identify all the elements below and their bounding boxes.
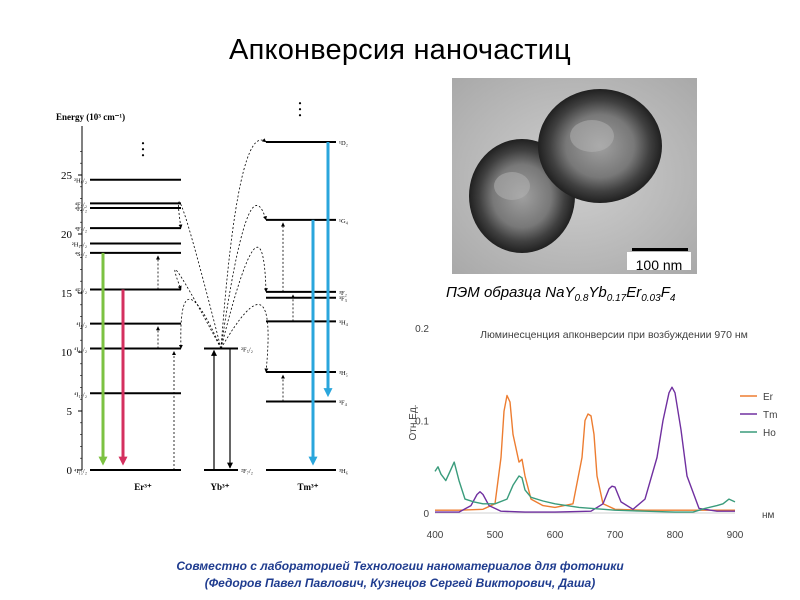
energy-tick-label: 5 xyxy=(67,406,73,418)
x-tick-label: 500 xyxy=(487,530,504,541)
energy-level-label: ³F₄ xyxy=(339,400,348,407)
legend-label: Er xyxy=(763,392,774,403)
energy-level-label: ³F₃ xyxy=(339,296,347,303)
chart-series xyxy=(434,386,736,513)
footer-credits: Совместно с лабораторией Технологии нано… xyxy=(0,558,800,592)
energy-transfer-arrow xyxy=(220,304,269,373)
y-tick-label: 0 xyxy=(423,509,429,520)
energy-level-label: ⁴F₉/₂ xyxy=(75,287,87,294)
x-tick-label: 400 xyxy=(427,530,444,541)
legend-label: Ho xyxy=(763,428,776,439)
energy-tick-label: 15 xyxy=(61,288,73,300)
energy-axis-title: Energy (10³ cm⁻¹) xyxy=(56,112,125,122)
energy-level-label: ⁴I₉/₂ xyxy=(76,322,87,329)
chart-legend: Er Tm Ho xyxy=(740,392,777,439)
energy-transfer-arrow xyxy=(174,269,222,349)
energy-tick-label: 10 xyxy=(61,347,73,359)
caption-f: F xyxy=(660,284,670,301)
energy-level-label: ³F₂ xyxy=(339,290,347,297)
tem-scale-bar-label: 100 nm xyxy=(635,257,683,273)
more-levels-dot xyxy=(141,148,145,151)
energy-transfer-arrow xyxy=(220,138,267,349)
energy-level-label: ⁴I₁₁/₂ xyxy=(74,346,87,353)
chart-title: Люминесценция апконверсии при возбуждени… xyxy=(480,329,748,341)
slide-title: Апконверсия наночастиц xyxy=(229,34,571,66)
caption-yb: Yb xyxy=(588,284,607,301)
caption-er: Er xyxy=(626,284,642,301)
energy-tick-label: 20 xyxy=(61,229,73,241)
more-levels-dot xyxy=(298,102,302,105)
x-tick-label: 600 xyxy=(547,530,564,541)
energy-level-diagram: Energy (10³ cm⁻¹) 0 5 10 15 20 25 ⁴I₁₅/₂ ⁴I₁₃/₂… xyxy=(56,102,348,492)
x-tick-label: 700 xyxy=(607,530,624,541)
energy-level-label: ⁴F₅/₂ xyxy=(75,206,87,213)
energy-transfer-arrow xyxy=(178,201,222,349)
y-tick-label: 0.1 xyxy=(415,417,429,428)
energy-level-label: ³H₄ xyxy=(339,319,348,326)
ion-label: Tm³⁺ xyxy=(298,482,319,492)
energy-level-label: ²H₉/₂ xyxy=(74,178,87,185)
energy-level-label: ²H₁₁/₂ xyxy=(72,241,87,248)
chart-axes: 400 500 600 700 800 900 0 0.1 0.2 xyxy=(415,324,744,541)
energy-levels: ⁴I₁₅/₂ ⁴I₁₃/₂ ⁴I₁₁/₂ ⁴I₉/₂ ⁴F₉/₂ ⁴S₃/₂ ²H₁₁/₂ ⁴… xyxy=(72,102,348,492)
x-axis-label: нм xyxy=(762,510,775,521)
x-tick-label: 800 xyxy=(667,530,684,541)
luminescence-chart: Люминесценция апконверсии при возбуждени… xyxy=(408,324,777,541)
energy-tick-label: 25 xyxy=(61,170,73,182)
footer-line-2: (Федоров Павел Павлович, Кузнецов Сергей… xyxy=(204,576,596,590)
energy-level-label: ²F₅/₂ xyxy=(241,346,253,353)
series-line-ho xyxy=(434,461,736,513)
caption-sub-f: 4 xyxy=(669,293,676,304)
caption-sub-y: 0.8 xyxy=(574,293,589,304)
energy-level-label: ⁴I₁₅/₂ xyxy=(74,468,87,475)
x-tick-label: 900 xyxy=(727,530,744,541)
y-axis-label: Отн.Ед. xyxy=(408,405,419,441)
more-levels-dot xyxy=(141,142,145,145)
series-line-er xyxy=(435,394,735,511)
energy-transfer-arrow xyxy=(220,246,268,349)
energy-level-label: ¹D₂ xyxy=(339,140,348,147)
caption-sub-yb: 0.17 xyxy=(606,293,627,304)
ion-label: Er³⁺ xyxy=(134,482,152,492)
energy-level-label: ⁴S₃/₂ xyxy=(75,251,87,258)
energy-tick-label: 0 xyxy=(67,465,73,477)
caption-text: ПЭМ образца NaY xyxy=(446,284,575,301)
energy-level-label: ³H₆ xyxy=(339,468,348,475)
energy-transfer-arrow xyxy=(220,205,267,349)
more-levels-dot xyxy=(141,154,145,157)
energy-level-label: ⁴F₇/₂ xyxy=(75,226,87,233)
more-levels-dot xyxy=(298,108,302,111)
y-tick-label: 0.2 xyxy=(415,324,429,335)
tem-caption: ПЭМ образца NaY0.8Yb0.17Er0.03F4 xyxy=(446,284,675,304)
series-line-tm xyxy=(435,386,735,513)
ion-label: Yb³⁺ xyxy=(211,482,230,492)
more-levels-dot xyxy=(298,114,302,117)
energy-level-label: ⁴F₃/₂ xyxy=(75,201,87,208)
energy-level-label: ²F₇/₂ xyxy=(241,468,253,475)
energy-transfer-arrow xyxy=(178,299,222,349)
energy-axis: Energy (10³ cm⁻¹) 0 5 10 15 20 25 xyxy=(56,112,125,477)
caption-sub-er: 0.03 xyxy=(641,293,661,304)
tem-micrograph xyxy=(452,78,697,274)
energy-level-label: ¹G₄ xyxy=(339,218,348,225)
legend-label: Tm xyxy=(763,410,777,421)
energy-level-label: ⁴I₁₃/₂ xyxy=(74,391,87,398)
footer-line-1: Совместно с лабораторией Технологии нано… xyxy=(176,559,624,573)
energy-level-label: ³H₅ xyxy=(339,370,348,377)
transitions xyxy=(98,138,333,470)
